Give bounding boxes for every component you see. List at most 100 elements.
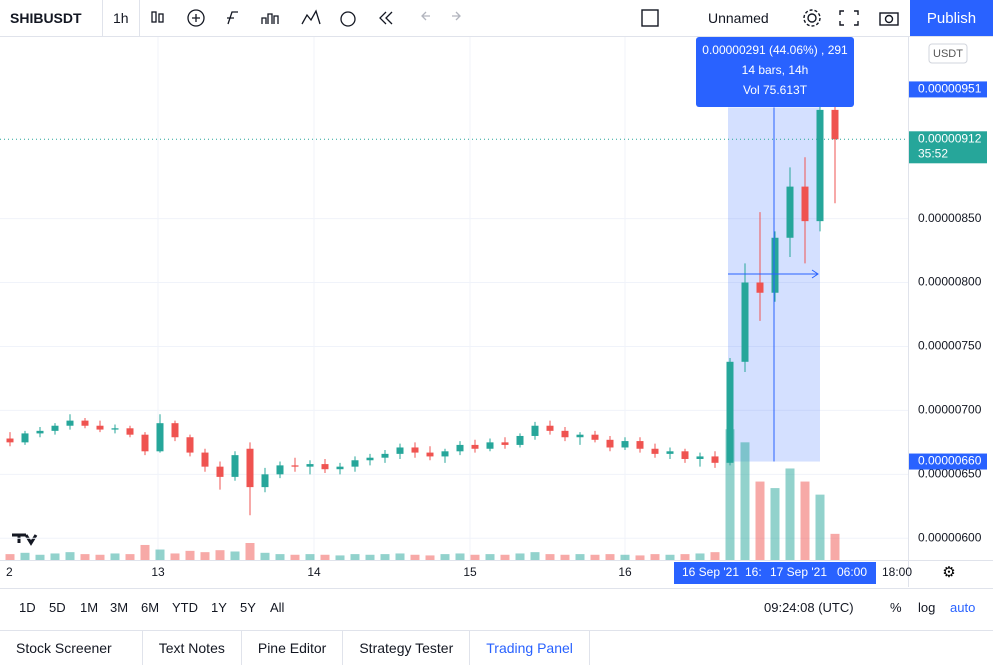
price-label: 0.00000660 — [918, 454, 982, 468]
tab[interactable]: Trading Panel — [470, 631, 590, 665]
candle-body — [426, 452, 434, 457]
volume-bar — [290, 554, 300, 560]
candle-body — [81, 420, 89, 426]
candle-body — [516, 435, 524, 445]
candle-body — [396, 447, 404, 454]
chart: USDT ⚙ 0.00000600 0.00000650 0.00000700 0.0… — [0, 37, 993, 587]
range-button[interactable]: 5Y — [240, 600, 256, 615]
volume-bar — [515, 553, 525, 560]
x-tick-label: 2 — [6, 565, 13, 579]
volume-bar — [500, 554, 510, 560]
candle-body — [306, 464, 314, 467]
range-button[interactable]: 5D — [49, 600, 66, 615]
log-toggle[interactable]: log — [918, 600, 936, 615]
candle-body — [546, 425, 554, 431]
range-button[interactable]: 1Y — [211, 600, 227, 615]
candle-body — [801, 186, 809, 222]
x-tick-label: 16 — [618, 565, 632, 579]
volume-bar — [425, 555, 435, 560]
x-tick-label: 15 — [463, 565, 477, 579]
x-tick-label: 14 — [307, 565, 321, 579]
candle-body — [126, 428, 134, 435]
tab[interactable]: Pine Editor — [242, 631, 344, 665]
volume-bar — [380, 554, 390, 560]
candle-body — [486, 442, 494, 449]
candle-body — [156, 423, 164, 452]
volume-bar — [20, 552, 30, 560]
layout-name[interactable]: Unnamed — [708, 10, 769, 26]
interval[interactable]: 1h — [103, 0, 140, 36]
tab[interactable]: Text Notes — [143, 631, 242, 665]
volume-bar — [50, 553, 60, 560]
currency-box[interactable] — [928, 43, 968, 64]
icons — [150, 9, 461, 27]
right-icons — [802, 8, 902, 31]
candle-body — [261, 474, 269, 488]
volume-bar — [230, 551, 240, 560]
volume-bar — [485, 554, 495, 560]
volume-bar — [605, 554, 615, 560]
candle-body — [831, 109, 839, 140]
icon — [641, 9, 659, 27]
volume-bar — [155, 549, 165, 560]
axis-border — [908, 37, 909, 587]
candle-body — [231, 455, 239, 477]
volume-bar — [770, 488, 780, 560]
range-bar: 1D 5D 1M 3M 6M YTD 1Y 5Y All 09:24:08 (UTC)% log au… — [0, 588, 993, 627]
candle-body — [666, 451, 674, 454]
volume-bar — [5, 554, 15, 560]
price-label-bg — [909, 131, 987, 164]
range-button[interactable]: 1D — [19, 600, 36, 615]
candle-body — [441, 451, 449, 457]
volume-bar — [530, 552, 540, 560]
icon — [803, 9, 899, 27]
volume-bar — [635, 555, 645, 560]
candle-body — [741, 282, 749, 362]
symbol[interactable]: SHIBUSDT — [0, 0, 103, 36]
y-tick-label: 0.00000700 — [918, 403, 982, 417]
volume-bar — [665, 554, 675, 560]
candle-body — [276, 465, 284, 475]
price-label-bg — [909, 453, 987, 470]
range-button[interactable]: YTD — [172, 600, 198, 615]
volume-bar — [680, 554, 690, 560]
percent-toggle[interactable]: % — [890, 600, 902, 615]
volume-bar — [785, 468, 795, 560]
range-button[interactable]: 1M — [80, 600, 99, 615]
layout-box[interactable] — [640, 8, 660, 31]
volume-bar — [215, 550, 225, 560]
candle-body — [366, 457, 374, 461]
candle-body — [771, 237, 779, 293]
volume-bar — [170, 553, 180, 560]
candle-body — [246, 448, 254, 488]
volume-bar — [35, 554, 45, 560]
range-button[interactable]: 6M — [141, 600, 160, 615]
range-button[interactable]: 3M — [110, 600, 129, 615]
publish-button[interactable]: Publish — [910, 0, 993, 36]
range-button[interactable]: All — [270, 600, 285, 615]
y-tick-label: 0.00000600 — [918, 530, 982, 544]
candle-body — [696, 456, 704, 459]
auto-toggle[interactable]: auto — [950, 600, 976, 615]
candle-body — [201, 452, 209, 467]
candle-body — [816, 109, 824, 222]
candle-body — [561, 430, 569, 438]
logo — [12, 533, 38, 546]
x-highlight-label: 06:00 — [837, 565, 867, 579]
tab[interactable]: Strategy Tester — [343, 631, 471, 665]
settings-icon[interactable]: ⚙ — [942, 564, 955, 581]
volume-bar — [350, 554, 360, 560]
measure-text: 14 bars, 14h — [742, 63, 809, 77]
candle-body — [351, 460, 359, 467]
volume-bar — [575, 554, 585, 560]
volume-bar — [410, 554, 420, 560]
y-tick-label: 0.00000750 — [918, 339, 982, 353]
measure-text: 0.00000291 (44.06%) , 291 — [702, 43, 848, 57]
candle-body — [621, 441, 629, 448]
volume-bar — [200, 552, 210, 560]
y-tick-label: 0.00000650 — [918, 466, 982, 480]
candle-body — [381, 453, 389, 458]
countdown: 35:52 — [918, 146, 948, 160]
tab[interactable]: Stock Screener — [0, 631, 143, 665]
x-tick-label: 13 — [151, 565, 165, 579]
